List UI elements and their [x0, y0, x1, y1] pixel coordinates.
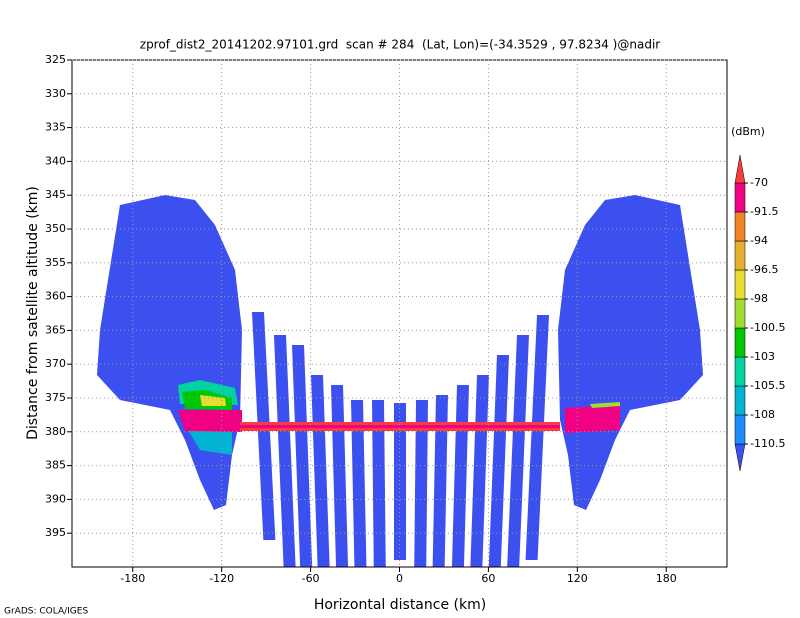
colorbar-segment: [734, 356, 746, 387]
colorbar-segment: [734, 269, 746, 300]
chart-title: zprof_dist2_20141202.97101.grd scan # 28…: [140, 38, 661, 52]
colorbar-segment: [734, 414, 746, 445]
colorbar-segment: [734, 154, 746, 184]
swath: [432, 395, 448, 567]
y-tick-label: 330: [45, 87, 66, 100]
x-tick-label: -180: [120, 572, 145, 585]
surface-echo: [240, 425, 560, 428]
surface-echo: [565, 405, 620, 433]
swath: [414, 400, 428, 567]
y-tick-label: 395: [45, 526, 66, 539]
colorbar-label: -98: [750, 292, 768, 305]
y-tick-label: 335: [45, 121, 66, 134]
colorbar-segment: [734, 298, 746, 329]
surface-echo: [590, 402, 620, 408]
swath: [311, 375, 330, 567]
y-tick-label: 340: [45, 154, 66, 167]
colorbar-label: -94: [750, 234, 768, 247]
swath: [351, 400, 367, 567]
y-tick-label: 325: [45, 53, 66, 66]
colorbar-unit: (dBm): [731, 125, 765, 138]
colorbar-segment: [734, 385, 746, 416]
y-tick-label: 390: [45, 492, 66, 505]
x-tick-label: -120: [209, 572, 234, 585]
y-tick-label: 360: [45, 290, 66, 303]
colorbar-label: -110.5: [750, 437, 785, 450]
swath: [185, 425, 232, 455]
y-tick-label: 355: [45, 256, 66, 269]
colorbar-segment: [734, 443, 746, 472]
x-axis-label: Horizontal distance (km): [314, 597, 486, 613]
colorbar-label: -108: [750, 408, 775, 421]
y-tick-label: 365: [45, 323, 66, 336]
x-tick-label: -60: [302, 572, 320, 585]
swath: [451, 385, 469, 567]
y-tick-label: 345: [45, 188, 66, 201]
swath: [525, 315, 549, 560]
x-tick-label: 120: [567, 572, 588, 585]
swath: [488, 355, 509, 567]
colorbar-label: -91.5: [750, 205, 778, 218]
swath: [292, 345, 313, 567]
surface-echo: [178, 410, 242, 432]
colorbar-label: -100.5: [750, 321, 785, 334]
colorbar-label: -103: [750, 350, 775, 363]
x-tick-label: 180: [656, 572, 677, 585]
x-tick-label: 0: [396, 572, 403, 585]
y-axis-label: Distance from satellite altitude (km): [25, 186, 41, 440]
swath: [331, 385, 349, 567]
footer: GrADS: COLA/IGES: [4, 607, 88, 617]
colorbar-label: -70: [750, 176, 768, 189]
swath: [507, 335, 529, 567]
colorbar-label: -96.5: [750, 263, 778, 276]
swath: [394, 403, 406, 560]
y-tick-label: 370: [45, 357, 66, 370]
y-tick-label: 350: [45, 222, 66, 235]
colorbar-label: -105.5: [750, 379, 785, 392]
y-tick-label: 385: [45, 459, 66, 472]
swath: [274, 335, 296, 567]
swath: [558, 195, 703, 510]
colorbar-segment: [734, 211, 746, 242]
x-tick-label: 60: [481, 572, 495, 585]
colorbar-segment: [734, 182, 746, 213]
y-tick-label: 375: [45, 391, 66, 404]
y-tick-label: 380: [45, 425, 66, 438]
swath: [200, 395, 226, 406]
swath: [97, 195, 242, 510]
swath: [372, 400, 386, 567]
swath: [470, 375, 489, 567]
colorbar-segment: [734, 327, 746, 358]
colorbar-segment: [734, 240, 746, 271]
